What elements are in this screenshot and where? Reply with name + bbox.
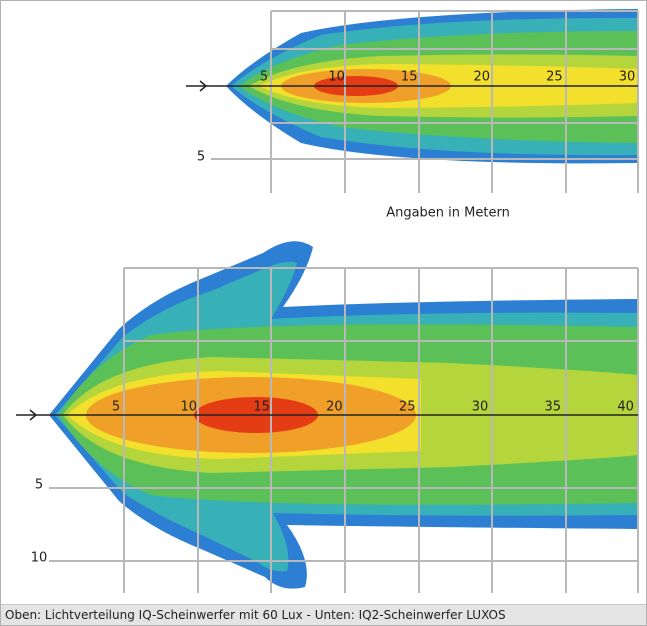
note: Angaben in Metern [386,206,510,221]
isolux-diagram: 5 10 15 20 25 30 5 5 10 15 20 25 30 35 40 5 10 Angaben in… [16,9,639,593]
distance-label: 15 [401,70,418,85]
distance-label: 10 [328,70,345,85]
axis-marker [199,80,208,92]
caption: Oben: Lichtverteilung IQ-Scheinwerfer mi… [1,604,646,625]
distance-label: 40 [617,400,634,415]
distance-label: 15 [253,400,270,415]
side-label: 5 [197,150,205,165]
distance-label: 25 [399,400,416,415]
distance-label: 35 [545,400,562,415]
distance-label: 20 [474,70,491,85]
distance-label: 25 [546,70,563,85]
distance-label: 5 [112,400,120,415]
axis-marker [29,409,38,421]
distance-label: 30 [619,70,636,85]
distance-label: 30 [472,400,489,415]
distance-label: 5 [260,70,268,85]
side-label: 10 [31,551,48,566]
distance-label: 20 [326,400,343,415]
distance-label: 10 [181,400,198,415]
side-label: 5 [35,478,43,493]
